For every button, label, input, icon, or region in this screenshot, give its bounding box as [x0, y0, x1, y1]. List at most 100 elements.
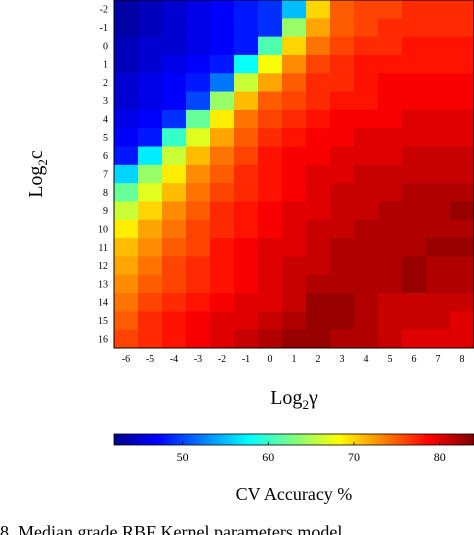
heatmap-cell: [138, 128, 163, 147]
heatmap-cell: [258, 329, 283, 349]
x-tick-label: -5: [146, 354, 154, 365]
heatmap-cell: [186, 256, 211, 276]
heatmap-cell: [138, 18, 163, 38]
heatmap-cell: [234, 91, 259, 111]
heatmap-cell: [114, 109, 139, 129]
heatmap-cell: [306, 274, 331, 294]
heatmap-cell: [282, 311, 307, 331]
heatmap-cell: [162, 238, 187, 257]
heatmap-cell: [162, 146, 187, 166]
heatmap-cell: [426, 256, 451, 276]
heatmap-cell: [450, 201, 474, 221]
heatmap-cell: [402, 109, 427, 129]
heatmap-cell: [258, 128, 283, 147]
heatmap-cell: [162, 164, 187, 184]
y-tick-label: 6: [103, 151, 108, 162]
heatmap-cell: [138, 73, 163, 92]
heatmap-cell: [450, 219, 474, 239]
heatmap-cell: [450, 146, 474, 166]
colorbar-tick-label: 60: [262, 450, 274, 464]
heatmap-cell: [258, 238, 283, 257]
heatmap-cell: [282, 109, 307, 129]
heatmap-cell: [354, 54, 379, 74]
colorbar-tick-label: 70: [348, 450, 360, 464]
heatmap-cell: [426, 293, 451, 312]
heatmap-cell: [258, 109, 283, 129]
heatmap-cell: [114, 311, 139, 331]
heatmap-cell: [210, 293, 235, 312]
heatmap-cell: [426, 238, 451, 257]
heatmap-cell: [186, 36, 211, 56]
heatmap-cell: [114, 73, 139, 92]
heatmap-cell: [402, 36, 427, 56]
heatmap-cell: [186, 91, 211, 111]
heatmap-cell: [378, 274, 403, 294]
heatmap-cell: [210, 91, 235, 111]
heatmap-cell: [114, 329, 139, 349]
heatmap-cell: [378, 109, 403, 129]
heatmap-cell: [234, 36, 259, 56]
heatmap-cell: [234, 54, 259, 74]
heatmap-cell: [306, 109, 331, 129]
plot-frame: [113, 0, 474, 349]
heatmap-cell: [282, 256, 307, 276]
heatmap-cell: [450, 36, 474, 56]
heatmap-cell: [402, 91, 427, 111]
y-tick-label: 4: [103, 115, 108, 126]
heatmap-cell: [186, 73, 211, 92]
heatmap-cell: [210, 183, 235, 202]
heatmap-cell: [354, 109, 379, 129]
heatmap-cell: [450, 238, 474, 257]
y-tick-label: -1: [100, 23, 108, 34]
heatmap-cell: [378, 219, 403, 239]
heatmap-cell: [306, 146, 331, 166]
heatmap-cell: [258, 183, 283, 202]
x-tick-label: -1: [242, 354, 250, 365]
heatmap-cell: [114, 54, 139, 74]
heatmap-cell: [138, 109, 163, 129]
heatmap-cell: [402, 329, 427, 349]
heatmap-cell: [186, 54, 211, 74]
heatmap-cell: [354, 238, 379, 257]
heatmap-cell: [210, 128, 235, 147]
heatmap-cell: [354, 91, 379, 111]
heatmap-cell: [402, 311, 427, 331]
heatmap-cell: [186, 329, 211, 349]
heatmap-cell: [138, 54, 163, 74]
heatmap-cell: [402, 146, 427, 166]
heatmap-cell: [210, 54, 235, 74]
heatmap-cell: [114, 274, 139, 294]
heatmap-cell: [306, 73, 331, 92]
heatmap-cell: [210, 73, 235, 92]
heatmap-cell: [354, 164, 379, 184]
heatmap-cell: [450, 329, 474, 349]
heatmap-cell: [306, 329, 331, 349]
heatmap-cell: [306, 128, 331, 147]
heatmap-cell: [330, 54, 355, 74]
heatmap-cell: [330, 293, 355, 312]
heatmap-cell: [426, 274, 451, 294]
x-tick-label: 4: [364, 354, 369, 365]
heatmap-cell: [282, 128, 307, 147]
y-tick-label: 7: [103, 170, 108, 181]
heatmap-cell: [186, 219, 211, 239]
heatmap-cell: [282, 183, 307, 202]
heatmap-cell: [138, 256, 163, 276]
heatmap-cell: [258, 256, 283, 276]
heatmap-cell: [306, 293, 331, 312]
heatmap-cell: [378, 73, 403, 92]
heatmap-cell: [138, 183, 163, 202]
heatmap-cell: [354, 146, 379, 166]
heatmap-cell: [234, 128, 259, 147]
heatmap-cell: [114, 0, 139, 19]
heatmap-cell: [282, 329, 307, 349]
heatmap-cell: [162, 73, 187, 92]
heatmap-cell: [450, 0, 474, 19]
heatmap-cell: [330, 329, 355, 349]
heatmap-cell: [426, 73, 451, 92]
heatmap-cell: [186, 18, 211, 38]
heatmap-cell: [114, 238, 139, 257]
y-tick-label: 12: [98, 261, 108, 272]
heatmap-cell: [234, 201, 259, 221]
y-tick-label: 15: [98, 316, 108, 327]
